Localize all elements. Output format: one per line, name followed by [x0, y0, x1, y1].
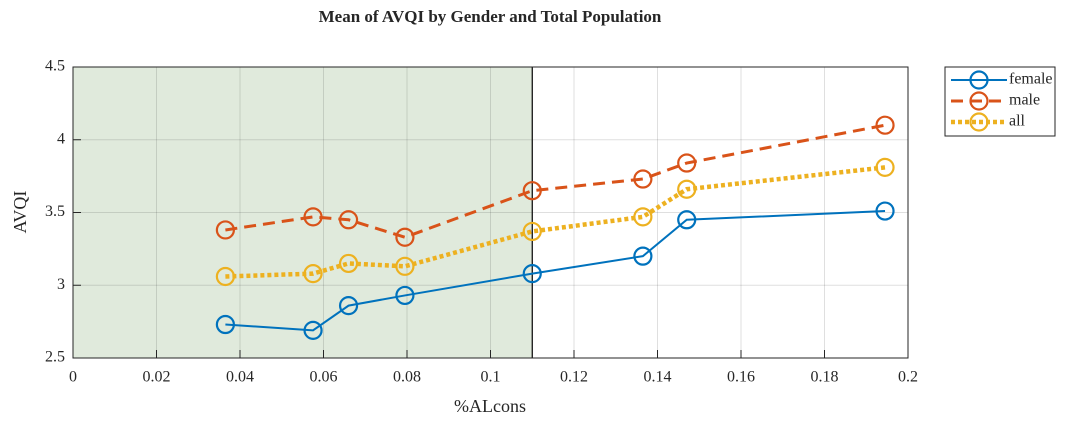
data-marker — [215, 266, 235, 287]
legend-label: male — [1009, 92, 1040, 109]
legend-label: female — [1009, 71, 1053, 88]
x-tick-label: 0.12 — [560, 369, 588, 386]
x-tick-label: 0.18 — [811, 369, 839, 386]
x-tick-label: 0.16 — [727, 369, 755, 386]
data-marker — [677, 153, 697, 173]
data-marker — [215, 314, 235, 335]
data-marker — [303, 207, 323, 227]
legend-label: all — [1009, 113, 1026, 130]
legend-marker — [969, 70, 989, 90]
data-marker — [395, 256, 415, 276]
data-marker — [633, 169, 653, 189]
y-tick-label: 4.5 — [45, 58, 65, 75]
series-line — [225, 165, 886, 279]
chart-title: Mean of AVQI by Gender and Total Populat… — [319, 7, 662, 26]
y-tick-label: 3.5 — [45, 203, 65, 220]
data-marker — [395, 285, 415, 306]
y-tick-label: 4 — [57, 130, 65, 147]
data-marker — [522, 181, 542, 201]
y-tick-label: 2.5 — [45, 349, 65, 366]
x-tick-label: 0.02 — [143, 369, 171, 386]
data-marker — [522, 221, 542, 242]
x-tick-label: 0.08 — [393, 369, 421, 386]
data-marker — [522, 264, 542, 284]
x-tick-label: 0 — [69, 369, 77, 386]
x-tick-label: 0.04 — [226, 369, 254, 386]
plot-frame — [72, 66, 909, 359]
data-marker — [303, 320, 323, 340]
data-marker — [875, 157, 895, 177]
x-tick-label: 0.2 — [898, 369, 918, 386]
y-axis-label: AVQI — [10, 191, 30, 234]
data-marker — [677, 179, 697, 199]
x-axis-label: %ALcons — [454, 396, 526, 416]
data-marker — [215, 220, 235, 240]
data-marker — [633, 207, 653, 227]
series-line — [225, 123, 886, 239]
legend-marker — [969, 112, 989, 132]
x-tick-label: 0.06 — [310, 369, 338, 386]
highlight-region — [73, 67, 533, 358]
legend-marker — [969, 91, 989, 111]
data-marker — [338, 253, 359, 274]
data-marker — [875, 201, 895, 221]
data-marker — [633, 246, 653, 266]
x-tick-label: 0.1 — [481, 369, 501, 386]
y-tick-label: 3 — [57, 276, 65, 293]
x-tick-label: 0.14 — [644, 369, 672, 386]
data-marker — [338, 296, 359, 316]
data-marker — [677, 210, 697, 230]
data-marker — [395, 227, 415, 247]
data-marker — [875, 115, 895, 135]
data-marker — [338, 210, 359, 230]
data-marker — [303, 264, 323, 284]
